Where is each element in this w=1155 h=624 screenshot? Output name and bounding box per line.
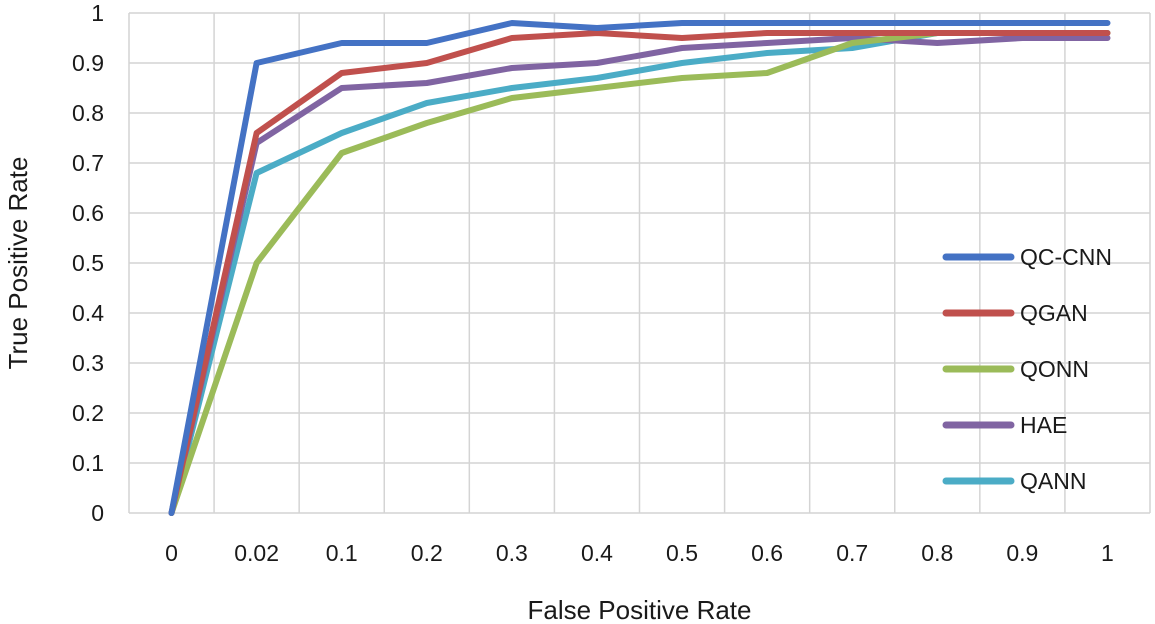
legend-label-qonn: QONN	[1020, 356, 1089, 382]
series-line-qc-cnn	[168, 20, 1111, 516]
x-tick-label: 0.1	[326, 540, 358, 566]
y-tick-label: 0.3	[72, 350, 104, 376]
x-tick-label: 0.5	[666, 540, 698, 566]
x-axis-title: False Positive Rate	[528, 595, 752, 624]
legend: QC-CNN QGAN QONN HAE QANN	[942, 244, 1112, 494]
series-lines	[168, 20, 1111, 516]
x-tick-label: 0.9	[1006, 540, 1038, 566]
x-tick-label: 0.3	[496, 540, 528, 566]
y-tick-label: 0.1	[72, 450, 104, 476]
y-tick-label: 0.2	[72, 400, 104, 426]
legend-label-hae: HAE	[1020, 412, 1067, 438]
x-tick-label: 0.7	[836, 540, 868, 566]
x-tick-label: 0.2	[411, 540, 443, 566]
y-tick-label: 0.6	[72, 200, 104, 226]
y-tick-label: 0.4	[72, 300, 104, 326]
legend-label-qgan: QGAN	[1020, 300, 1088, 326]
x-tick-label: 1	[1101, 540, 1114, 566]
legend-label-qann: QANN	[1020, 468, 1086, 494]
x-tick-label: 0.4	[581, 540, 613, 566]
y-axis-title: True Positive Rate	[3, 157, 33, 370]
x-tick-label: 0.6	[751, 540, 783, 566]
y-tick-label: 0	[91, 500, 104, 526]
x-tick-label: 0.8	[921, 540, 953, 566]
y-tick-label: 0.8	[72, 100, 104, 126]
y-tick-label: 1	[91, 0, 104, 26]
y-axis-ticks: 0 0.1 0.2 0.3 0.4 0.5 0.6 0.7 0.8 0.9 1	[72, 0, 104, 526]
series-line-qgan	[168, 30, 1111, 516]
y-tick-label: 0.9	[72, 50, 104, 76]
series-line-hae	[168, 35, 1111, 516]
y-tick-label: 0.7	[72, 150, 104, 176]
x-tick-label: 0.02	[234, 540, 279, 566]
x-tick-label: 0	[165, 540, 178, 566]
legend-label-qc-cnn: QC-CNN	[1020, 244, 1112, 270]
x-axis-ticks: 0 0.02 0.1 0.2 0.3 0.4 0.5 0.6 0.7 0.8 0.9 1	[165, 540, 1114, 566]
grid-lines	[128, 12, 1151, 514]
y-tick-label: 0.5	[72, 250, 104, 276]
